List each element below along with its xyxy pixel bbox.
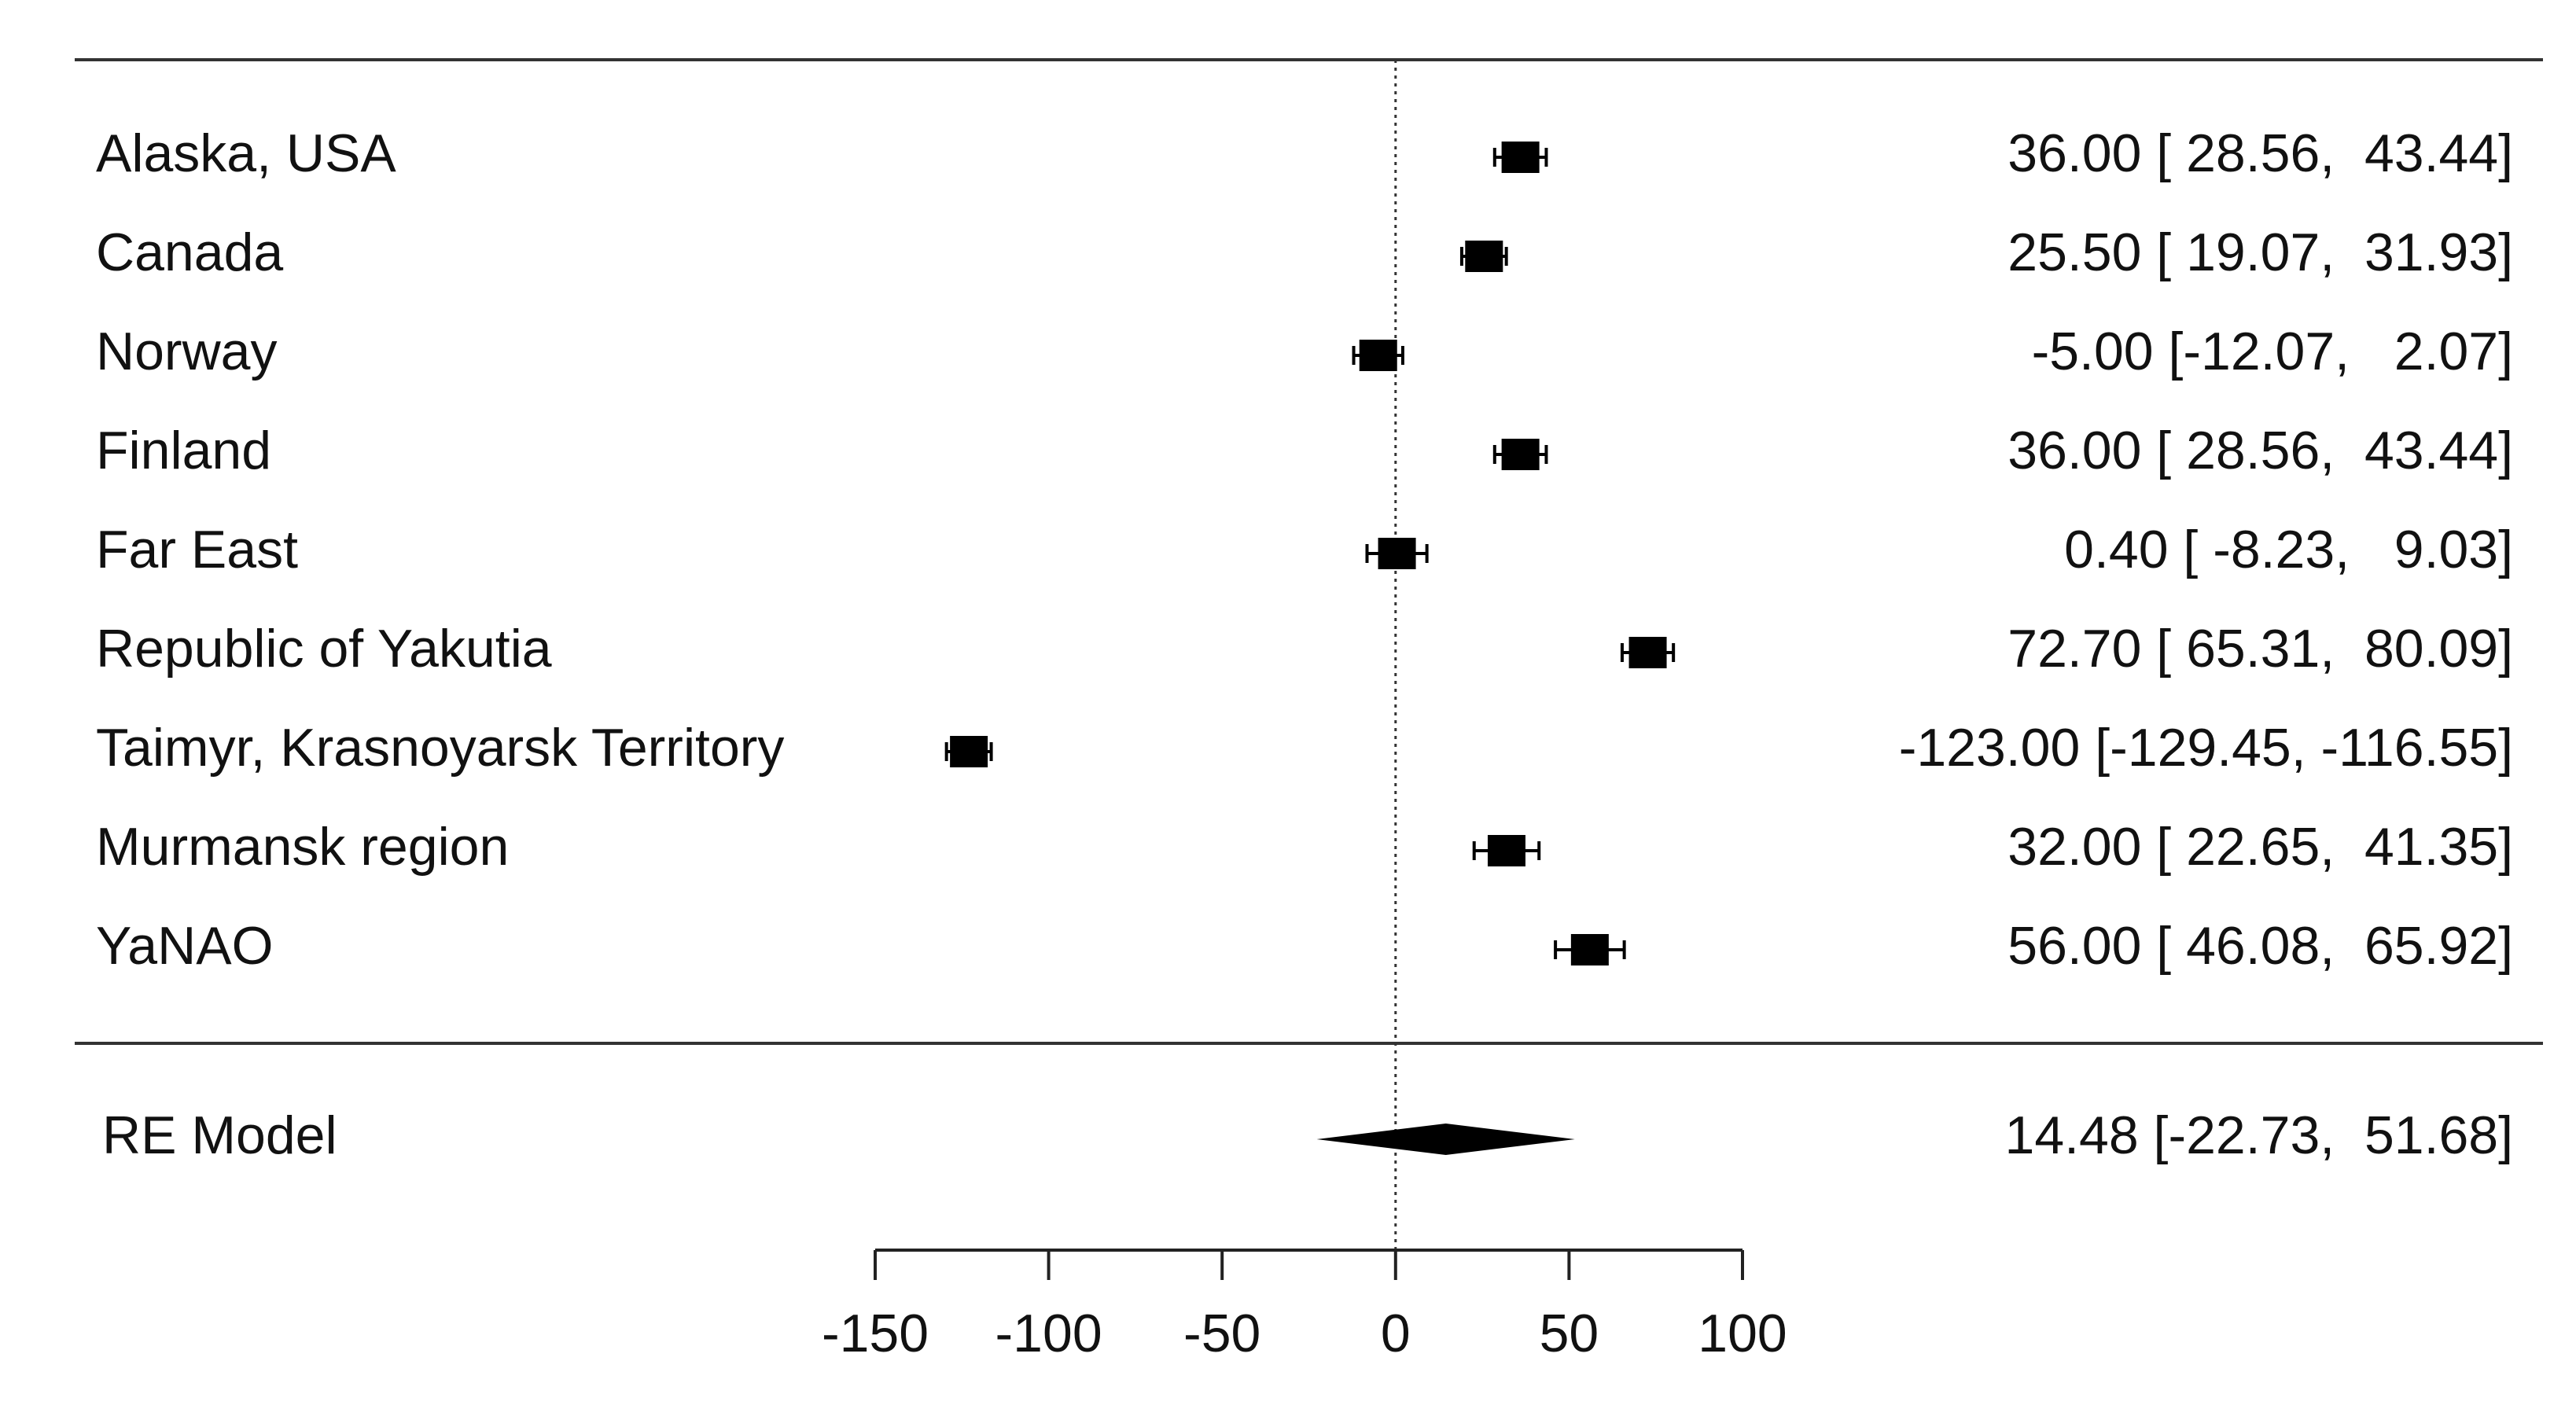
x-tick-label: 100 <box>1698 1304 1787 1363</box>
estimate-label: 36.00 [ 28.56, 43.44] <box>2007 123 2513 183</box>
summary-estimate-label: 14.48 [-22.73, 51.68] <box>2005 1105 2514 1165</box>
study-label: Norway <box>96 322 278 381</box>
x-tick-label: -150 <box>822 1304 929 1363</box>
study-label: Canada <box>96 223 283 282</box>
estimate-label: 72.70 [ 65.31, 80.09] <box>2007 619 2513 679</box>
estimate-label: 36.00 [ 28.56, 43.44] <box>2007 421 2513 480</box>
summary-label: RE Model <box>102 1105 337 1165</box>
study-label: YaNAO <box>96 916 273 976</box>
point-estimate <box>1570 934 1609 965</box>
study-label: Finland <box>96 421 271 480</box>
estimate-label: 0.40 [ -8.23, 9.03] <box>2064 520 2513 579</box>
point-estimate <box>950 736 988 767</box>
summary-diamond <box>1316 1124 1575 1155</box>
point-estimate <box>1487 835 1525 866</box>
point-estimate <box>1359 340 1397 371</box>
study-label: Republic of Yakutia <box>96 619 552 679</box>
point-estimate <box>1501 142 1540 173</box>
x-tick-label: -50 <box>1183 1304 1260 1363</box>
estimate-label: -123.00 [-129.45, -116.55] <box>1899 718 2513 778</box>
study-label: Murmansk region <box>96 817 509 877</box>
x-tick-label: 50 <box>1540 1304 1599 1363</box>
point-estimate <box>1465 241 1503 272</box>
estimate-label: 56.00 [ 46.08, 65.92] <box>2007 916 2513 976</box>
study-label: Alaska, USA <box>96 123 396 183</box>
estimate-label: 25.50 [ 19.07, 31.93] <box>2007 223 2513 282</box>
x-tick-label: -100 <box>995 1304 1102 1363</box>
point-estimate <box>1628 637 1667 668</box>
study-label: Far East <box>96 520 298 579</box>
x-tick-label: 0 <box>1381 1304 1411 1363</box>
point-estimate <box>1501 439 1540 470</box>
study-label: Taimyr, Krasnoyarsk Territory <box>96 718 784 778</box>
estimate-label: -5.00 [-12.07, 2.07] <box>2032 322 2513 381</box>
point-estimate <box>1378 538 1416 569</box>
estimate-label: 32.00 [ 22.65, 41.35] <box>2007 817 2513 877</box>
